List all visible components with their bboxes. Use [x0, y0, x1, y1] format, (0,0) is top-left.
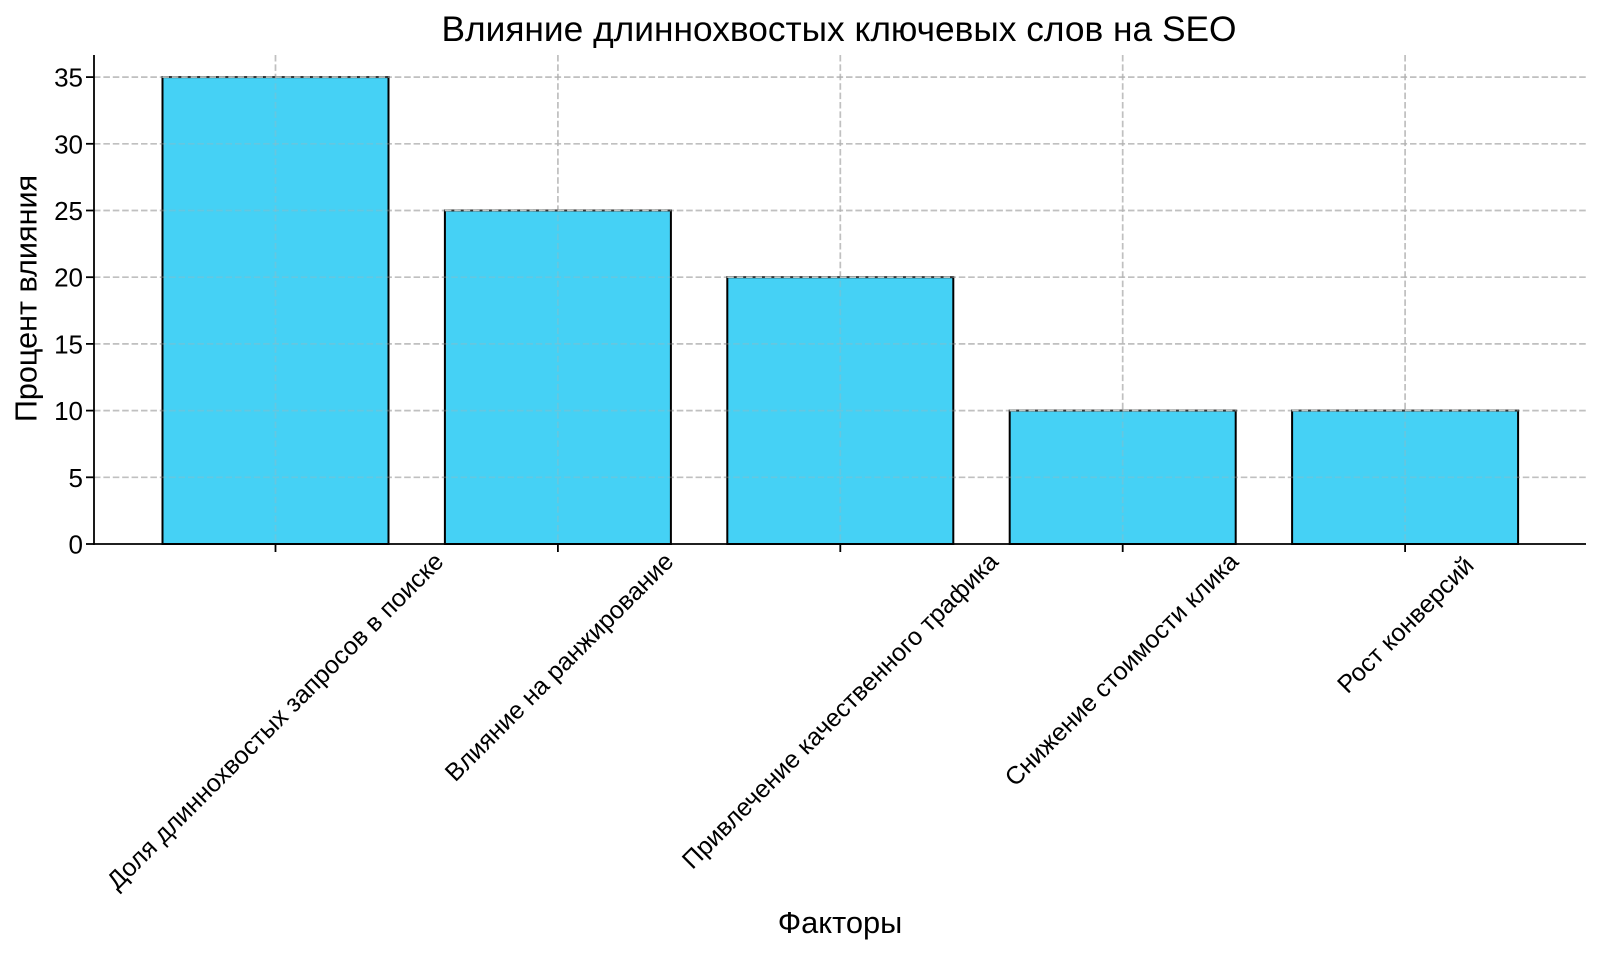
svg-text:Факторы: Факторы [778, 905, 903, 940]
svg-text:30: 30 [54, 129, 83, 159]
svg-text:35: 35 [54, 63, 83, 93]
svg-text:Влияние длиннохвостых ключевых: Влияние длиннохвостых ключевых слов на S… [441, 10, 1236, 49]
svg-text:Процент влияния: Процент влияния [10, 175, 44, 422]
svg-text:15: 15 [54, 329, 83, 359]
svg-text:5: 5 [69, 463, 83, 493]
svg-text:10: 10 [54, 396, 83, 426]
svg-text:20: 20 [54, 263, 83, 293]
svg-text:0: 0 [69, 530, 83, 560]
svg-text:25: 25 [54, 196, 83, 226]
